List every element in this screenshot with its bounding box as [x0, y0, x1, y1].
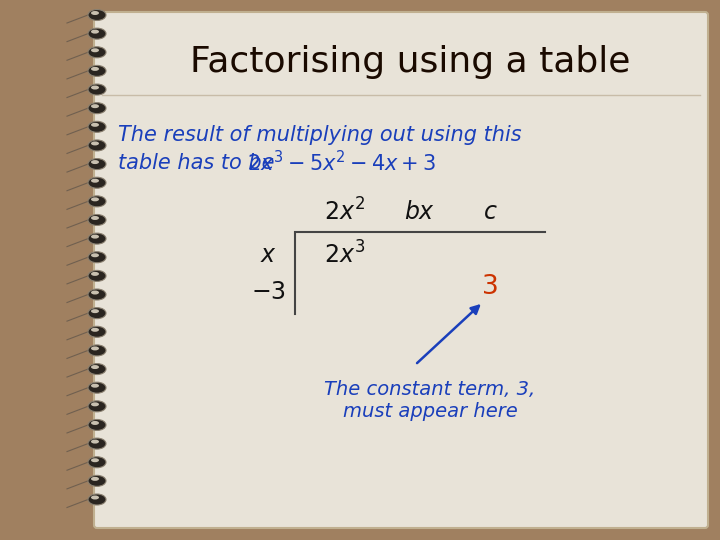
- Ellipse shape: [91, 179, 99, 183]
- Ellipse shape: [88, 401, 106, 412]
- Ellipse shape: [91, 216, 99, 220]
- Ellipse shape: [91, 11, 99, 15]
- Ellipse shape: [91, 402, 99, 406]
- Ellipse shape: [91, 347, 99, 350]
- Ellipse shape: [88, 308, 106, 319]
- Text: The result of multiplying out using this: The result of multiplying out using this: [118, 125, 521, 145]
- Ellipse shape: [91, 365, 99, 369]
- Ellipse shape: [88, 28, 106, 39]
- Ellipse shape: [91, 458, 99, 462]
- Ellipse shape: [88, 420, 106, 430]
- Text: $2x^3 - 5x^2 - 4x + 3$: $2x^3 - 5x^2 - 4x + 3$: [247, 151, 436, 176]
- Ellipse shape: [88, 47, 106, 58]
- Ellipse shape: [88, 271, 106, 281]
- Ellipse shape: [88, 177, 106, 188]
- Text: table has to be: table has to be: [118, 153, 281, 173]
- Ellipse shape: [91, 48, 99, 52]
- Ellipse shape: [91, 309, 99, 313]
- Text: $-3$: $-3$: [251, 280, 285, 304]
- Ellipse shape: [91, 30, 99, 33]
- Text: The constant term, 3,
must appear here: The constant term, 3, must appear here: [325, 380, 536, 421]
- FancyBboxPatch shape: [94, 12, 708, 528]
- Ellipse shape: [91, 291, 99, 294]
- Ellipse shape: [88, 65, 106, 76]
- Ellipse shape: [88, 103, 106, 114]
- Ellipse shape: [88, 289, 106, 300]
- Ellipse shape: [88, 84, 106, 95]
- Ellipse shape: [88, 252, 106, 263]
- Ellipse shape: [91, 384, 99, 388]
- Ellipse shape: [88, 345, 106, 356]
- Ellipse shape: [88, 326, 106, 338]
- Text: $2x^2$: $2x^2$: [325, 198, 366, 226]
- Text: $c$: $c$: [482, 200, 498, 224]
- Text: $bx$: $bx$: [405, 200, 436, 224]
- Ellipse shape: [88, 159, 106, 170]
- Ellipse shape: [91, 440, 99, 443]
- Ellipse shape: [88, 214, 106, 226]
- Ellipse shape: [91, 160, 99, 164]
- Ellipse shape: [91, 104, 99, 108]
- Ellipse shape: [91, 272, 99, 276]
- Ellipse shape: [88, 363, 106, 375]
- Ellipse shape: [91, 85, 99, 90]
- Ellipse shape: [91, 477, 99, 481]
- Ellipse shape: [88, 382, 106, 393]
- Text: Factorising using a table: Factorising using a table: [190, 45, 630, 79]
- Ellipse shape: [91, 421, 99, 425]
- Ellipse shape: [88, 438, 106, 449]
- Ellipse shape: [88, 122, 106, 132]
- Ellipse shape: [88, 140, 106, 151]
- Ellipse shape: [88, 233, 106, 244]
- Ellipse shape: [91, 141, 99, 145]
- Ellipse shape: [91, 67, 99, 71]
- Ellipse shape: [88, 475, 106, 487]
- Ellipse shape: [88, 196, 106, 207]
- Ellipse shape: [91, 328, 99, 332]
- Ellipse shape: [88, 494, 106, 505]
- Ellipse shape: [91, 123, 99, 127]
- Ellipse shape: [91, 496, 99, 500]
- Text: $x$: $x$: [260, 243, 276, 267]
- Ellipse shape: [88, 10, 106, 21]
- Ellipse shape: [91, 234, 99, 239]
- Ellipse shape: [91, 253, 99, 257]
- Text: 3: 3: [482, 274, 498, 300]
- Ellipse shape: [88, 457, 106, 468]
- Text: $2x^3$: $2x^3$: [324, 241, 366, 268]
- Ellipse shape: [91, 197, 99, 201]
